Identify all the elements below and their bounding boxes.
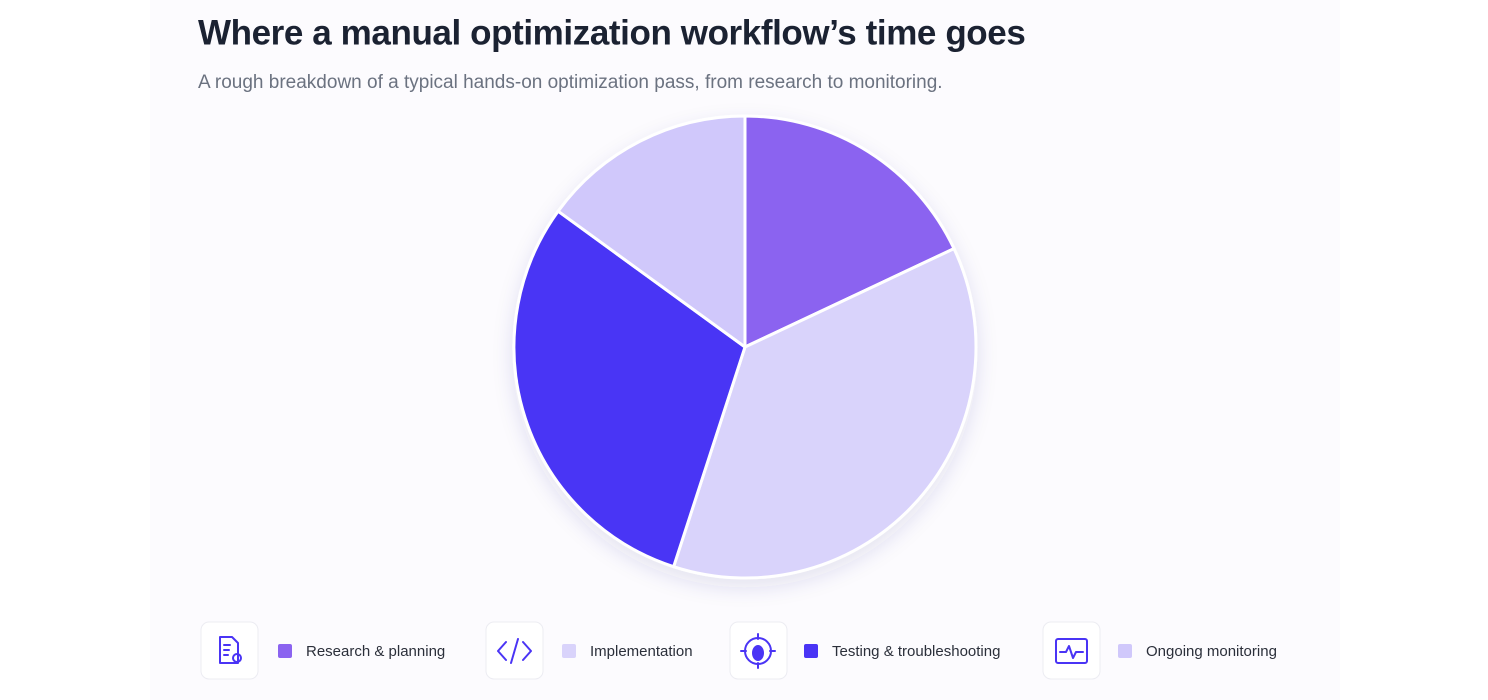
pie-slice: [672, 247, 978, 580]
pie-slice: [556, 114, 747, 349]
icon-testing: [740, 633, 776, 669]
icon-monitor: [1059, 645, 1084, 659]
legend-swatch: [278, 644, 292, 658]
legend-swatch: [804, 644, 818, 658]
legend-label: Research & planning: [306, 643, 445, 660]
legend-swatch: [562, 644, 576, 658]
pie-slice: [512, 209, 747, 569]
chart-subtitle: A rough breakdown of a typical hands-on …: [198, 72, 943, 93]
pie: [512, 114, 978, 580]
icon-research: [219, 636, 239, 664]
icon-monitor: [1055, 638, 1088, 664]
legend-swatch: [1118, 644, 1132, 658]
legend-label: Implementation: [590, 643, 693, 660]
icon-code: [497, 638, 532, 664]
icon-research: [232, 653, 242, 663]
legend-icons: [200, 621, 1101, 680]
pie-slice: [743, 114, 956, 349]
legend-label: Testing & troubleshooting: [832, 643, 1000, 660]
chart-title: Where a manual optimization workflow’s t…: [198, 13, 1025, 52]
legend-label: Ongoing monitoring: [1146, 643, 1277, 660]
icon-testing: [752, 645, 764, 661]
